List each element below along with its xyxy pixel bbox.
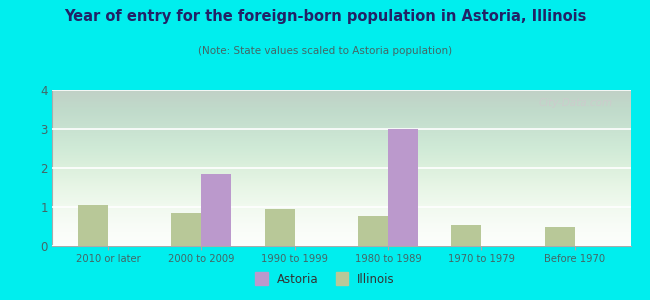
Bar [265, 209, 294, 246]
Bar [545, 226, 575, 246]
Text: City-Data.com: City-Data.com [539, 98, 613, 108]
Bar [358, 216, 388, 246]
Bar [451, 224, 481, 246]
Bar [172, 213, 202, 246]
Bar [78, 205, 108, 246]
Text: (Note: State values scaled to Astoria population): (Note: State values scaled to Astoria po… [198, 46, 452, 56]
Text: Year of entry for the foreign-born population in Astoria, Illinois: Year of entry for the foreign-born popul… [64, 9, 586, 24]
Bar [388, 129, 418, 246]
Legend: Astoria, Illinois: Astoria, Illinois [250, 269, 400, 291]
Bar [202, 174, 231, 246]
